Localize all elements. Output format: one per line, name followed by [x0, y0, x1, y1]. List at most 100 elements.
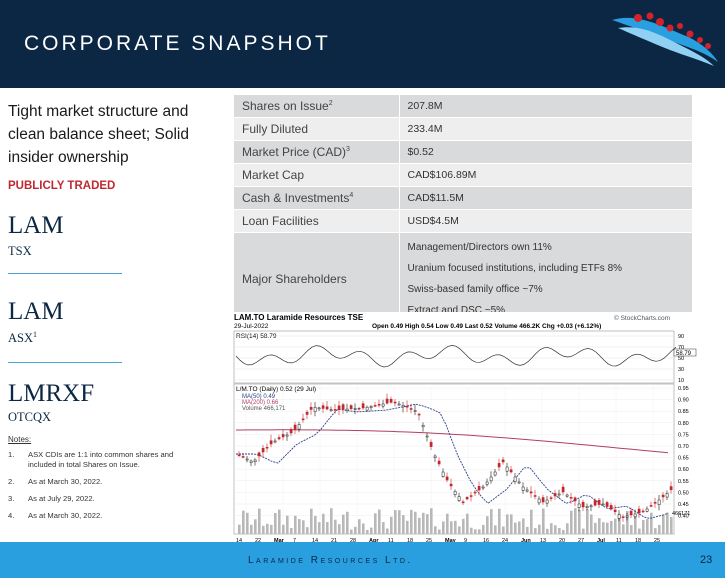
volume-bar [366, 529, 369, 534]
candle-body [425, 435, 429, 438]
candle-body [405, 406, 409, 408]
volume-bar [350, 529, 353, 534]
chart-quote: Open 0.49 High 0.54 Low 0.49 Last 0.52 V… [372, 323, 601, 330]
note-item: 1. ASX CDIs are 1:1 into common shares an… [8, 450, 174, 469]
table-row: Market Cap CAD$106.89M [234, 163, 692, 187]
holder-item: Management/Directors own 11% [407, 242, 552, 253]
volume-bar [578, 509, 581, 534]
volume-bar [594, 522, 597, 534]
volume-bar [470, 527, 473, 534]
x-tick: 20 [559, 538, 565, 544]
volume-bar [362, 523, 365, 534]
candle-body [517, 481, 521, 484]
candle-body [265, 446, 269, 449]
x-tick: 16 [483, 538, 489, 544]
rsi-label: RSI(14) 58.79 [236, 333, 277, 340]
rsi-tick: 50 [678, 356, 684, 362]
candle-body [269, 440, 273, 445]
ticker-asx: LAM [8, 298, 64, 325]
candle-body [389, 399, 393, 403]
volume-bar [602, 522, 605, 534]
volume-bar [630, 525, 633, 534]
volume-bar [506, 514, 509, 534]
snapshot-table: Shares on Issue2 207.8M Fully Diluted 233.… [234, 94, 692, 325]
volume-bar [274, 512, 277, 534]
volume-bar [286, 515, 289, 534]
candle-body [337, 405, 341, 410]
volume-bar [666, 512, 669, 534]
candle-body [513, 476, 517, 482]
header-bar: CORPORATE SNAPSHOT [0, 0, 725, 88]
chart-title: LAM.TO Laramide Resources TSE [234, 313, 364, 322]
volume-bar [554, 525, 557, 534]
divider [8, 273, 122, 274]
divider [8, 362, 122, 363]
table-row: Market Price (CAD)3 $0.52 [234, 140, 692, 164]
candle-body [257, 452, 261, 457]
volume-bar [542, 508, 545, 534]
price-legend: L/M.TO (Daily) 0.52 (29 Jul) [236, 386, 316, 393]
volume-bar [550, 523, 553, 534]
volume-bar [346, 511, 349, 534]
page-number: 23 [700, 554, 713, 566]
volume-bar [646, 519, 649, 534]
x-tick: 14 [312, 538, 318, 544]
candle-body [461, 501, 465, 504]
volume-bar [530, 509, 533, 534]
x-tick: 25 [426, 538, 432, 544]
x-tick: May [445, 538, 457, 544]
volume-bar [386, 528, 389, 534]
candle-body [533, 495, 537, 497]
candle-body [557, 493, 561, 496]
candle-body [421, 425, 425, 428]
ma200-legend: MA(200) 0.66 [242, 400, 279, 406]
candle-body [593, 500, 597, 506]
volume-bar [422, 512, 425, 534]
x-tick: 21 [331, 538, 337, 544]
volume-bar [474, 529, 477, 534]
volume-bar [546, 528, 549, 534]
candle-body [445, 476, 449, 481]
candle-body [645, 508, 649, 512]
x-tick: 18 [407, 538, 413, 544]
volume-bar [466, 513, 469, 534]
candle-body [261, 447, 265, 453]
candle-body [325, 406, 329, 410]
volume-bar [562, 529, 565, 534]
candle-body [457, 496, 461, 501]
candle-body [509, 469, 513, 473]
volume-bar [502, 526, 505, 534]
x-tick: 24 [502, 538, 508, 544]
volume-bar [514, 522, 517, 534]
volume-value: 466171 [672, 511, 690, 517]
candle-body [585, 506, 589, 508]
volume-bar [318, 522, 321, 534]
candle-body [653, 502, 657, 504]
volume-bar [374, 513, 377, 534]
candle-body [301, 418, 305, 421]
candle-body [237, 454, 241, 457]
candle-body [497, 463, 501, 468]
candle-body [289, 429, 293, 434]
volume-bar [398, 510, 401, 534]
volume-bar [610, 520, 613, 534]
candle-body [253, 459, 257, 462]
volume-bar [534, 528, 537, 534]
volume-bar [378, 509, 381, 534]
volume-bar [614, 518, 617, 534]
volume-bar [498, 508, 501, 534]
candle-body [469, 495, 473, 497]
candle-body [661, 494, 665, 498]
candle-body [409, 408, 413, 410]
candle-body [561, 486, 565, 493]
volume-bar [662, 514, 665, 534]
volume-bar [330, 508, 333, 534]
volume-bar [298, 519, 301, 534]
candle-body [633, 513, 637, 518]
stock-chart-svg: LAM.TO Laramide Resources TSE © StockCha… [232, 312, 698, 544]
volume-bar [382, 522, 385, 534]
x-tick: 11 [616, 538, 622, 544]
candle-body [305, 411, 309, 415]
rsi-value: 58.79 [676, 351, 692, 357]
volume-bar [394, 510, 397, 534]
